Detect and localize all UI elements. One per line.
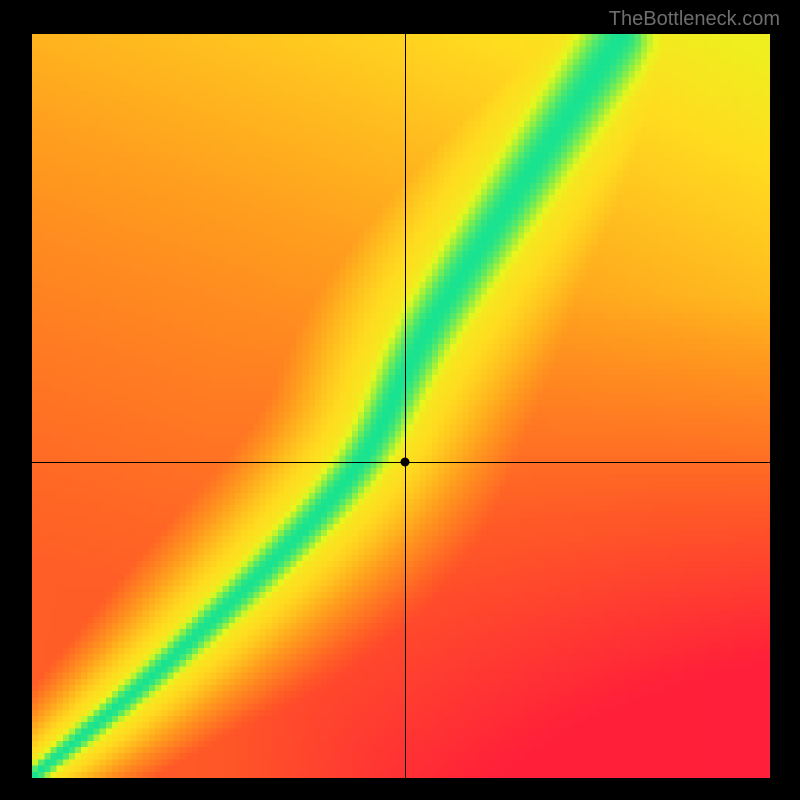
heatmap-plot	[32, 34, 770, 778]
watermark-text: TheBottleneck.com	[609, 8, 780, 31]
data-point-marker	[400, 457, 409, 466]
heatmap-canvas	[32, 34, 770, 778]
crosshair-vertical	[405, 34, 406, 778]
chart-container: TheBottleneck.com	[0, 0, 800, 800]
